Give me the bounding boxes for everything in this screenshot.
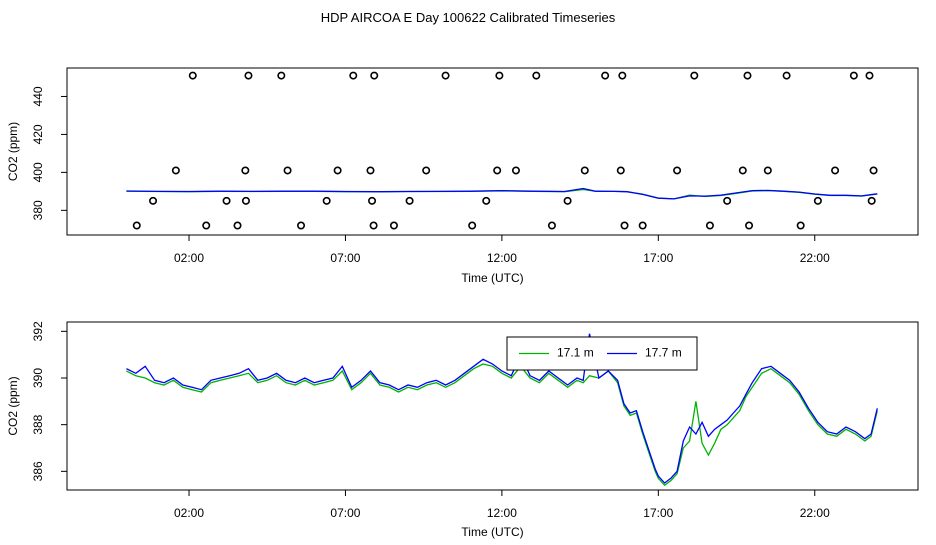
x-tick-label: 07:00 <box>330 251 360 265</box>
x-tick-label: 22:00 <box>800 506 830 520</box>
x-tick-label: 07:00 <box>330 506 360 520</box>
data-point <box>132 221 141 230</box>
y-tick-label: 392 <box>31 321 45 341</box>
data-point <box>601 71 610 80</box>
data-point <box>620 221 629 230</box>
y-tick-label: 440 <box>31 86 45 106</box>
plot-frame <box>66 67 919 236</box>
data-point <box>322 196 331 205</box>
x-tick-label: 22:00 <box>800 251 830 265</box>
series-line-17-7-m <box>126 333 878 484</box>
data-point <box>723 196 732 205</box>
x-tick-label: 02:00 <box>174 251 204 265</box>
data-point <box>370 71 379 80</box>
data-point <box>241 166 250 175</box>
data-point <box>532 71 541 80</box>
data-point <box>849 71 858 80</box>
plot-frame <box>66 321 919 491</box>
data-point <box>690 71 699 80</box>
data-point <box>202 221 211 230</box>
data-point <box>782 71 791 80</box>
data-point <box>149 196 158 205</box>
y-tick-label: 400 <box>31 162 45 182</box>
data-point <box>743 71 752 80</box>
legend: 17.1 m 17.7 m <box>506 336 698 371</box>
data-point <box>511 166 520 175</box>
data-point <box>222 196 231 205</box>
data-point <box>763 166 772 175</box>
y-axis-label: CO2 (ppm) <box>6 122 20 181</box>
y-tick-label: 420 <box>31 124 45 144</box>
y-tick-label: 388 <box>31 414 45 434</box>
data-point <box>580 166 589 175</box>
x-tick-label: 12:00 <box>487 506 517 520</box>
data-point <box>618 71 627 80</box>
x-tick-label: 12:00 <box>487 251 517 265</box>
data-point <box>745 221 754 230</box>
data-point <box>867 196 876 205</box>
legend-label: 17.7 m <box>645 346 682 360</box>
data-point <box>638 221 647 230</box>
data-point <box>283 166 292 175</box>
data-point <box>673 166 682 175</box>
legend-label: 17.1 m <box>557 346 594 360</box>
data-point <box>405 196 414 205</box>
data-point <box>369 221 378 230</box>
y-tick-label: 380 <box>31 200 45 220</box>
data-point <box>705 221 714 230</box>
series-line-17-1-m <box>126 363 878 487</box>
panel-bottom: 02:00 07:00 12:00 17:00 22:00 386 388 390 392 Tim… <box>6 321 919 539</box>
data-point <box>277 71 286 80</box>
data-point <box>563 196 572 205</box>
data-point <box>441 71 450 80</box>
data-point <box>389 221 398 230</box>
data-point <box>233 221 242 230</box>
data-point <box>468 221 477 230</box>
data-point <box>422 166 431 175</box>
data-point <box>547 221 556 230</box>
x-axis-label: Time (UTC) <box>461 271 523 285</box>
series-line-17-7-m <box>126 187 878 200</box>
x-axis-label: Time (UTC) <box>461 525 523 539</box>
data-point <box>297 221 306 230</box>
data-point <box>368 196 377 205</box>
x-tick-label: 17:00 <box>643 506 673 520</box>
y-tick-label: 386 <box>31 461 45 481</box>
panel-top: 02:00 07:00 12:00 17:00 22:00 380 400 420 440 Tim… <box>6 67 919 285</box>
data-point <box>865 71 874 80</box>
y-tick-label: 390 <box>31 368 45 388</box>
data-point <box>244 71 253 80</box>
data-point <box>188 71 197 80</box>
page-title: HDP AIRCOA E Day 100622 Calibrated Times… <box>321 10 616 25</box>
data-point <box>796 221 805 230</box>
data-point <box>738 166 747 175</box>
data-point <box>493 166 502 175</box>
x-tick-label: 02:00 <box>174 506 204 520</box>
data-point <box>349 71 358 80</box>
x-tick-label: 17:00 <box>643 251 673 265</box>
data-point <box>482 196 491 205</box>
data-point <box>831 166 840 175</box>
data-point <box>616 166 625 175</box>
y-axis-label: CO2 (ppm) <box>6 376 20 435</box>
data-point <box>366 166 375 175</box>
data-point <box>869 166 878 175</box>
data-point <box>333 166 342 175</box>
data-point <box>495 71 504 80</box>
data-point <box>171 166 180 175</box>
data-point <box>241 196 250 205</box>
data-point <box>813 196 822 205</box>
